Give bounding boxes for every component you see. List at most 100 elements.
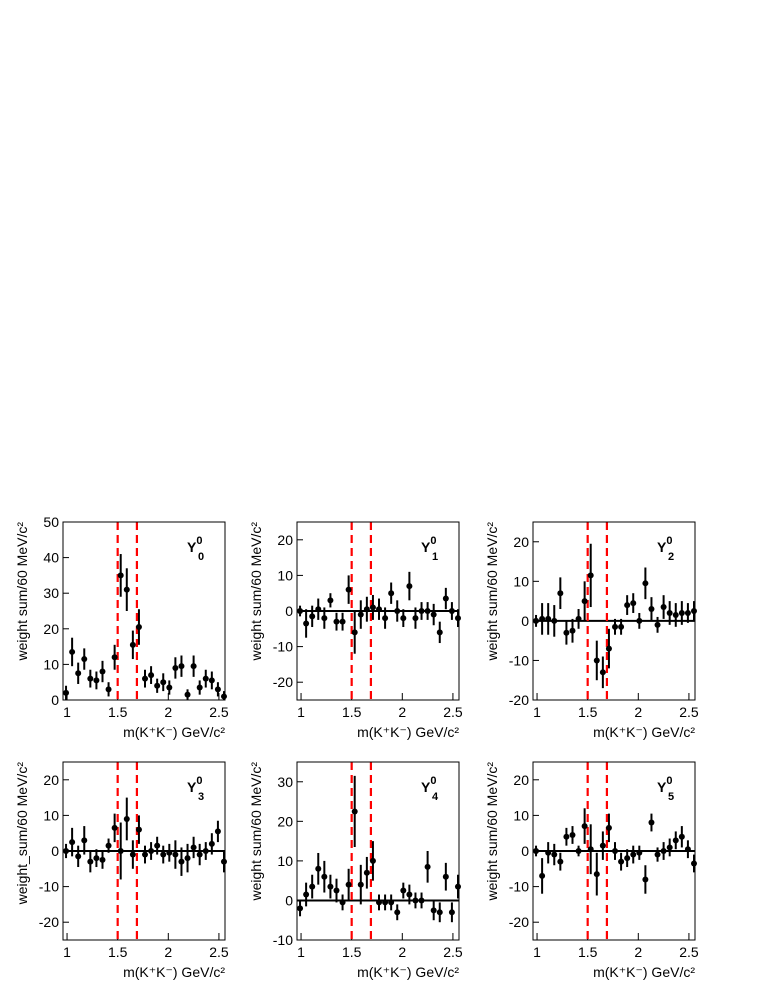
panel-label-sup: 0 [666, 535, 672, 547]
data-point [123, 586, 130, 593]
data-point [612, 623, 619, 630]
x-axis-label: m(K⁺K⁻) GeV/c² [357, 964, 459, 980]
data-point [129, 851, 136, 858]
panel-label-sup: 0 [196, 535, 202, 547]
data-point [184, 691, 191, 698]
data-point [605, 645, 612, 652]
y-tick-label: -20 [509, 914, 529, 930]
data-point [123, 815, 130, 822]
x-tick-label: 1 [297, 944, 305, 960]
data-point [75, 670, 82, 677]
data-point [400, 615, 407, 622]
data-point [533, 617, 540, 624]
data-point [678, 833, 685, 840]
panel-label-sub: 5 [668, 791, 674, 803]
panel-label: Y0 5 [657, 775, 674, 803]
x-tick-label: 1 [533, 704, 541, 720]
panel: 1 1.5 2 2.5 -10 0 10 20 30 m(K⁺K⁻) GeV/c² weight s… [248, 761, 463, 980]
x-tick-label: 2.5 [443, 944, 463, 960]
y-tick-label: 0 [521, 613, 529, 629]
y-tick-label: -10 [273, 639, 293, 655]
data-point [117, 572, 124, 579]
data-point [575, 615, 582, 622]
data-point [642, 876, 649, 883]
data-point [406, 583, 413, 590]
data-point [394, 608, 401, 614]
x-tick-label: 2.5 [209, 944, 229, 960]
frame [296, 761, 460, 941]
x-tick-label: 1.5 [342, 704, 362, 720]
data-point [642, 580, 649, 587]
data-point [575, 848, 582, 854]
x-tick-label: 1 [63, 944, 71, 960]
data-point [178, 663, 185, 670]
panel-label-base: Y [421, 779, 431, 795]
y-tick-label: 20 [513, 534, 529, 550]
data-point [599, 842, 606, 849]
x-tick-label: 2 [634, 944, 642, 960]
y-tick-label: 30 [277, 774, 293, 790]
data-point [315, 865, 322, 872]
y-tick-label: 10 [513, 573, 529, 589]
x-tick-label: 1 [533, 944, 541, 960]
y-tick-label: -10 [39, 879, 59, 895]
data-point [214, 828, 221, 835]
panel-label: Y0 4 [421, 775, 439, 803]
data-point [406, 891, 413, 898]
data-point [220, 858, 227, 865]
data-point [394, 909, 401, 916]
data-point [202, 848, 209, 854]
data-point [539, 872, 546, 879]
x-tick-label: 1.5 [342, 944, 362, 960]
y-tick-label: 20 [43, 772, 59, 788]
data-point [412, 897, 419, 904]
x-tick-label: 2.5 [443, 704, 463, 720]
y-tick-label: -10 [273, 932, 293, 948]
data-point [135, 826, 142, 833]
panel-label: Y0 1 [421, 535, 438, 563]
data-point [593, 871, 600, 878]
data-point [636, 849, 643, 856]
data-point [630, 851, 637, 858]
data-point [351, 629, 358, 636]
x-axis-label: m(K⁺K⁻) GeV/c² [123, 964, 225, 980]
data-point [142, 851, 149, 858]
data-point [533, 848, 540, 854]
x-tick-label: 1.5 [578, 704, 598, 720]
data-point [557, 590, 564, 597]
data-point [672, 611, 679, 618]
y-tick-label: -20 [39, 914, 59, 930]
data-point [148, 848, 155, 854]
data-point [376, 899, 383, 906]
panel-label-base: Y [657, 779, 667, 795]
frame [296, 521, 460, 701]
data-point [424, 608, 431, 614]
y-tick-label: 0 [285, 892, 293, 908]
data-point [376, 606, 383, 613]
data-point [357, 611, 364, 618]
x-tick-label: 2 [164, 944, 172, 960]
data-point [351, 808, 358, 815]
x-tick-label: 2 [398, 944, 406, 960]
x-tick-label: 2.5 [679, 704, 699, 720]
panel-label-sub: 3 [198, 791, 204, 803]
data-point [75, 853, 82, 860]
data-point [690, 608, 697, 614]
data-point [363, 606, 370, 613]
data-point [63, 689, 70, 696]
data-point [454, 615, 461, 622]
x-tick-label: 1.5 [578, 944, 598, 960]
data-point [196, 851, 203, 858]
data-point [315, 606, 322, 613]
data-point [339, 899, 346, 906]
y-tick-label: 0 [51, 692, 59, 708]
panel-label-sup: 0 [196, 775, 202, 787]
data-point [321, 873, 328, 880]
data-point [581, 598, 588, 605]
data-point [436, 629, 443, 636]
y-tick-label: 10 [277, 853, 293, 869]
data-point [172, 664, 179, 671]
data-point [545, 615, 552, 622]
data-point [142, 675, 149, 682]
